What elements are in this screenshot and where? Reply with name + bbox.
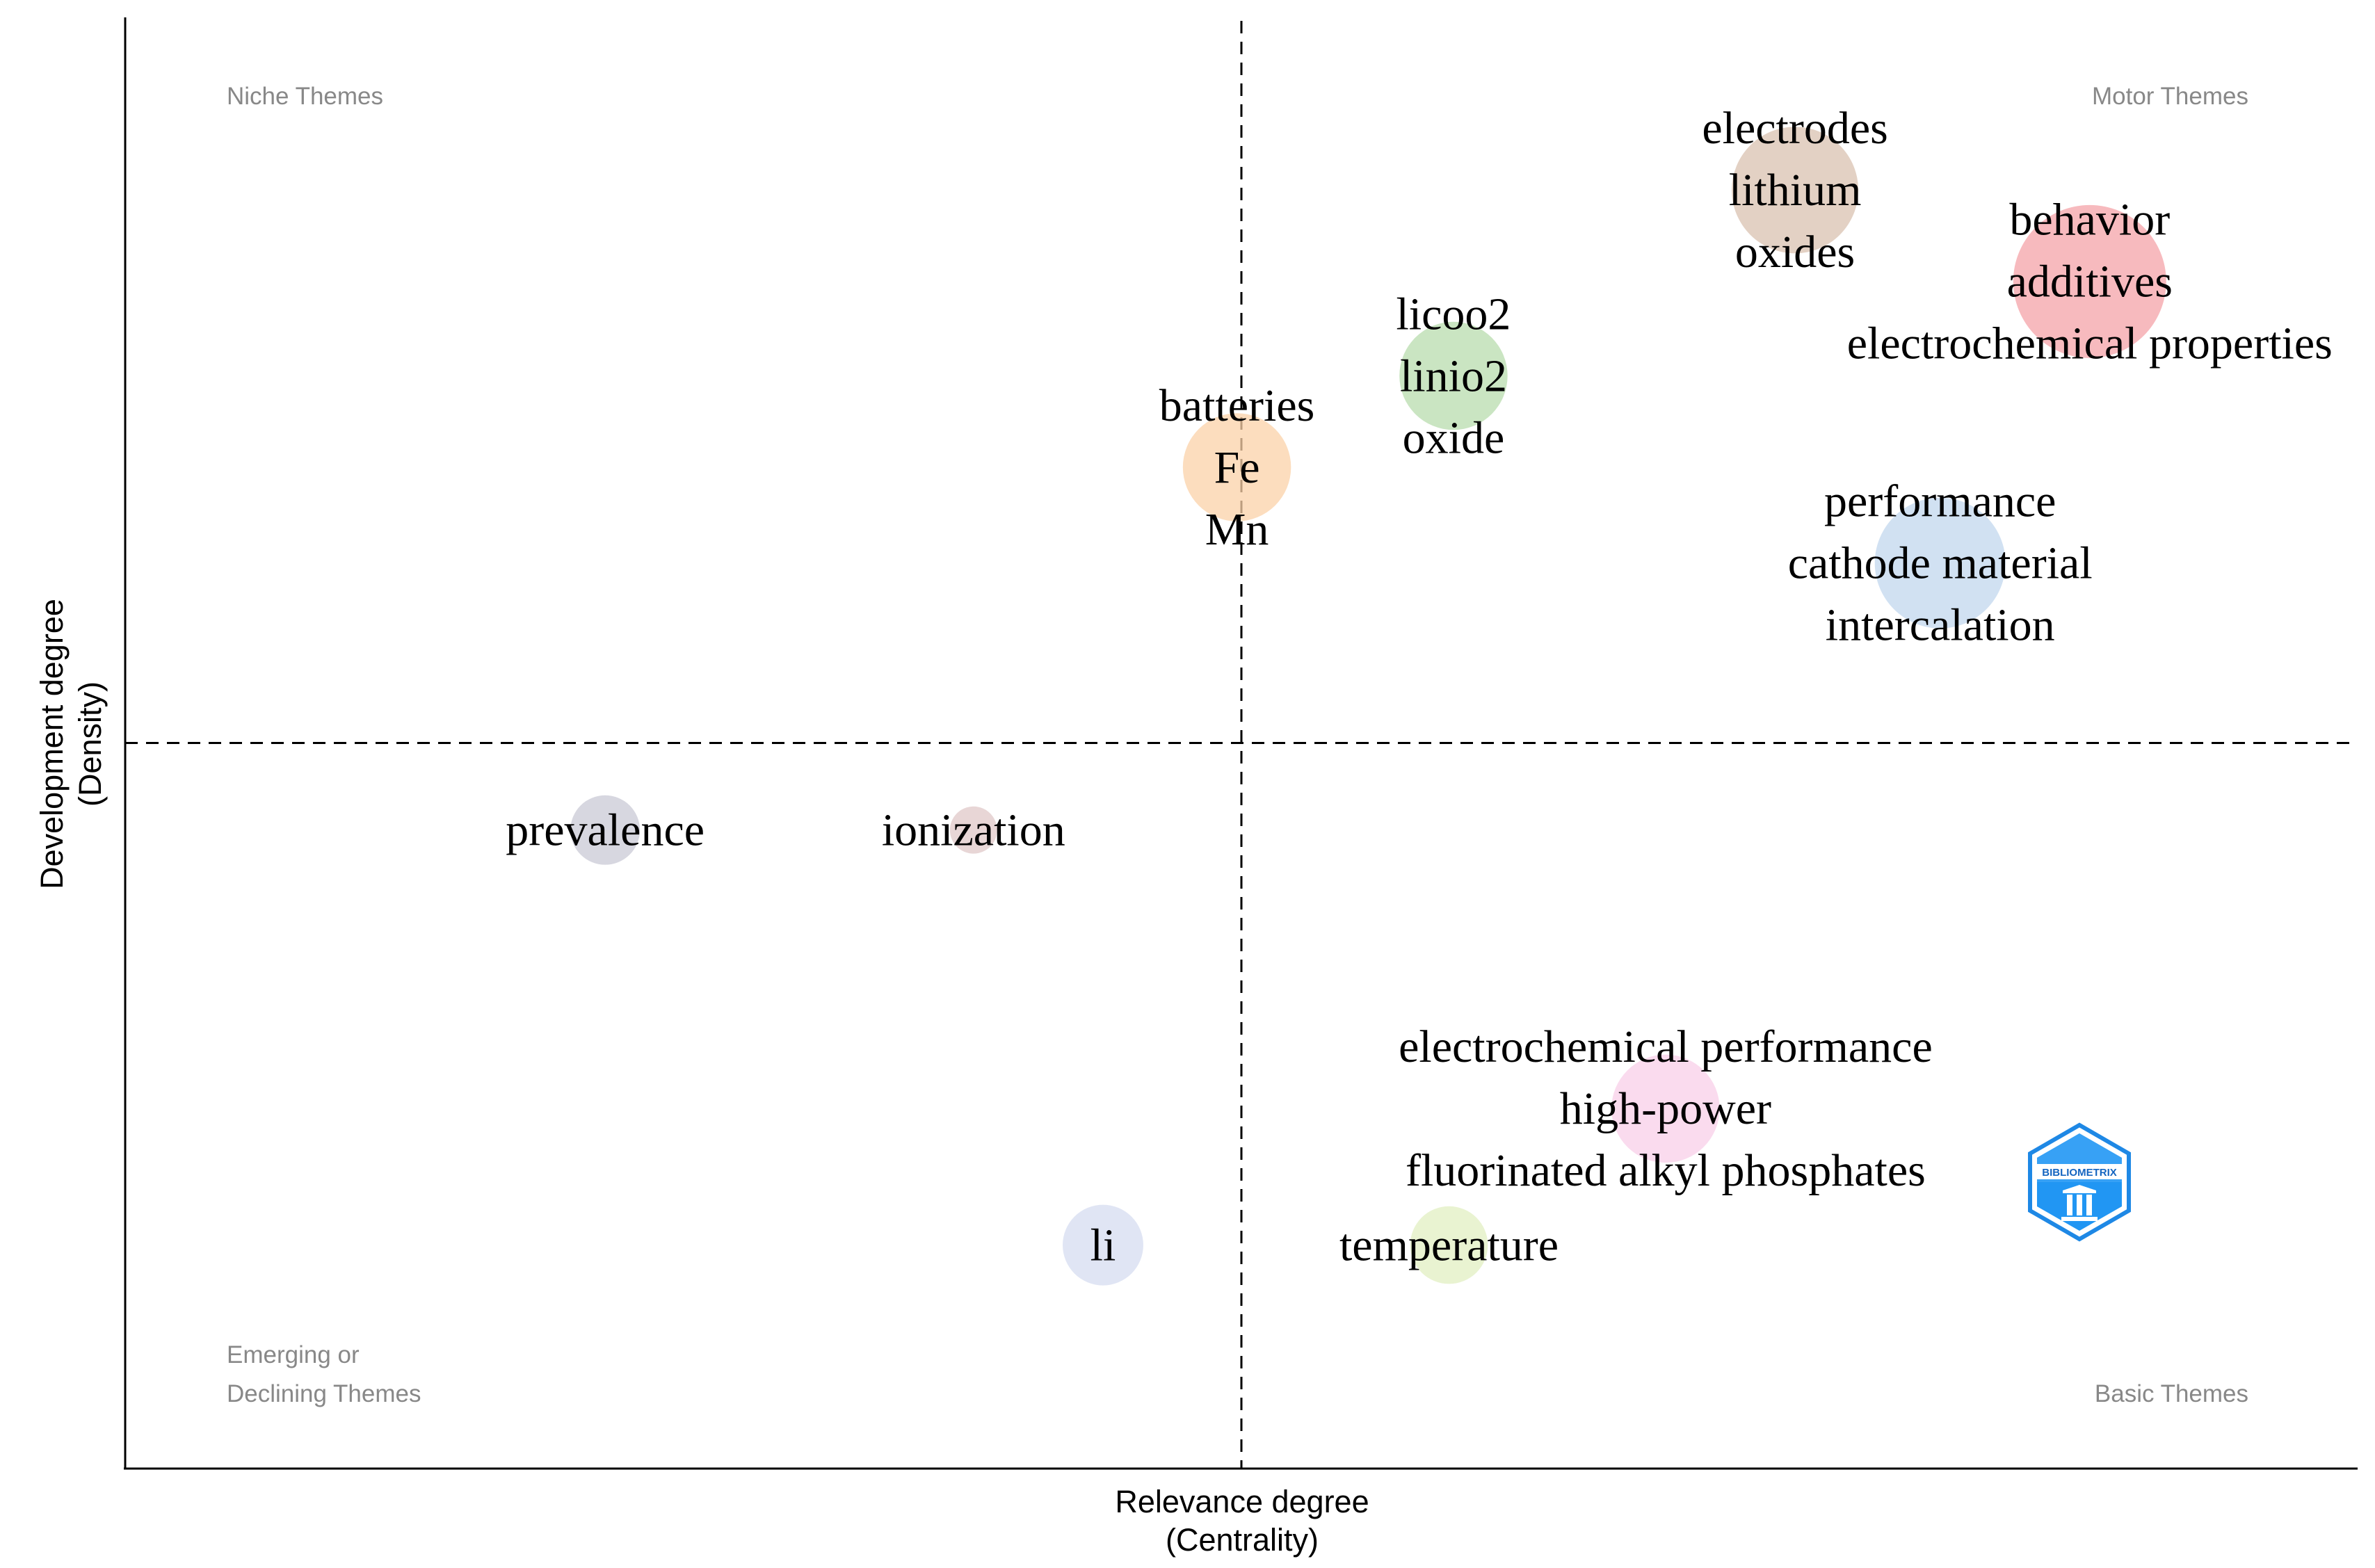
cluster-bubble [1063,1204,1143,1286]
quadrant-label-motor: Motor Themes [2092,83,2248,110]
quadrant-label-basic: Basic Themes [2095,1380,2248,1407]
cluster-term-label: prevalence [506,805,705,856]
cluster-term-label: cathode material [1788,538,2093,588]
cluster-term-label: electrochemical properties [1847,318,2333,369]
logo-banner [2036,1164,2123,1179]
logo-building-icon [2061,1185,2098,1221]
cluster-term-label: licoo2 [1396,289,1511,339]
cluster-term-label: intercalation [1826,599,2055,650]
cluster-bubble [1874,497,2006,629]
cluster-term-label: electrochemical performance [1399,1021,1933,1072]
cluster-term-label: oxides [1735,227,1855,277]
cluster-bubble [570,795,641,865]
cluster-bubble [1732,127,1859,254]
cluster-bubble [2013,204,2166,358]
cluster-term-label: electrodes [1702,103,1888,154]
cluster-term-label: Mn [1205,504,1269,555]
x-axis-title-line1: Relevance degree [1115,1484,1369,1519]
cluster-term-label: Fe [1214,442,1260,493]
cluster-labels: electrodes lithium oxides behavior additives… [506,103,2333,1270]
y-axis-title-line1: Development degree [34,599,70,889]
cluster-bubble [1611,1054,1720,1163]
cluster-term-label: li [1090,1220,1116,1270]
cluster-bubble [1182,413,1291,522]
cluster-term-label: oxide [1403,412,1505,463]
quadrant-label-emerging-line1: Emerging or [227,1341,360,1368]
x-axis-title-line2: (Centrality) [1166,1522,1319,1558]
y-axis-title-line2: (Density) [72,681,108,807]
cluster-bubble [1399,321,1508,430]
cluster-bubble [1410,1206,1488,1284]
cluster-bubbles [570,127,2166,1286]
cluster-term-label: behavior [2009,195,2170,245]
cluster-term-label: batteries [1159,380,1315,431]
cluster-term-label: linio2 [1400,350,1507,401]
cluster-term-label: ionization [882,805,1065,856]
bibliometrix-logo: BIBLIOMETRIX [2028,1122,2131,1242]
cluster-term-label: high-power [1560,1083,1771,1134]
logo-text: BIBLIOMETRIX [2042,1167,2117,1179]
cluster-term-label: temperature [1339,1220,1559,1270]
cluster-term-label: lithium [1729,165,1862,216]
cluster-term-label: performance [1824,476,2056,526]
cluster-bubble [949,806,997,854]
cluster-term-label: fluorinated alkyl phosphates [1406,1145,1926,1196]
quadrant-label-niche: Niche Themes [227,83,383,110]
quadrant-label-emerging-line2: Declining Themes [227,1380,421,1407]
cluster-term-label: additives [2007,257,2173,307]
